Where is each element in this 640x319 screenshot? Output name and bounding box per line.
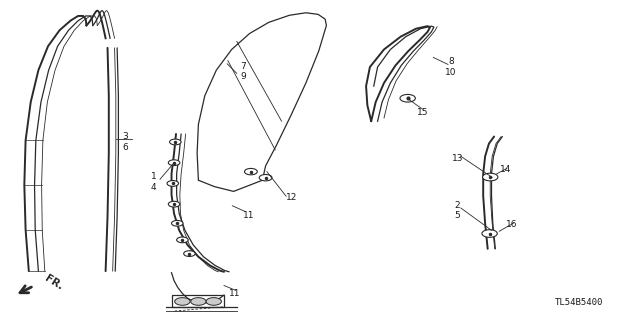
Text: 7
9: 7 9 <box>241 62 246 81</box>
Circle shape <box>184 251 195 256</box>
Text: 8
10: 8 10 <box>445 57 457 77</box>
Circle shape <box>167 181 179 186</box>
Circle shape <box>483 173 498 181</box>
Text: 15: 15 <box>417 108 428 117</box>
Circle shape <box>168 201 180 207</box>
Circle shape <box>170 139 181 145</box>
Circle shape <box>175 298 190 305</box>
Circle shape <box>482 230 497 237</box>
Circle shape <box>172 220 183 226</box>
Text: 16: 16 <box>506 220 518 229</box>
Text: 13: 13 <box>452 154 463 163</box>
Text: FR.: FR. <box>43 273 65 292</box>
Circle shape <box>400 94 415 102</box>
Text: 11: 11 <box>229 289 241 298</box>
Circle shape <box>244 168 257 175</box>
Text: 1
4: 1 4 <box>151 172 156 191</box>
Circle shape <box>206 298 221 305</box>
Circle shape <box>177 237 188 243</box>
Circle shape <box>168 160 180 166</box>
Circle shape <box>259 174 272 181</box>
Circle shape <box>191 298 206 305</box>
Text: 11: 11 <box>243 211 254 220</box>
Text: 12: 12 <box>285 193 297 202</box>
Text: 2
5: 2 5 <box>455 201 460 220</box>
Text: 3
6: 3 6 <box>122 132 127 152</box>
Text: 14: 14 <box>500 165 511 174</box>
Text: TL54B5400: TL54B5400 <box>555 298 604 307</box>
